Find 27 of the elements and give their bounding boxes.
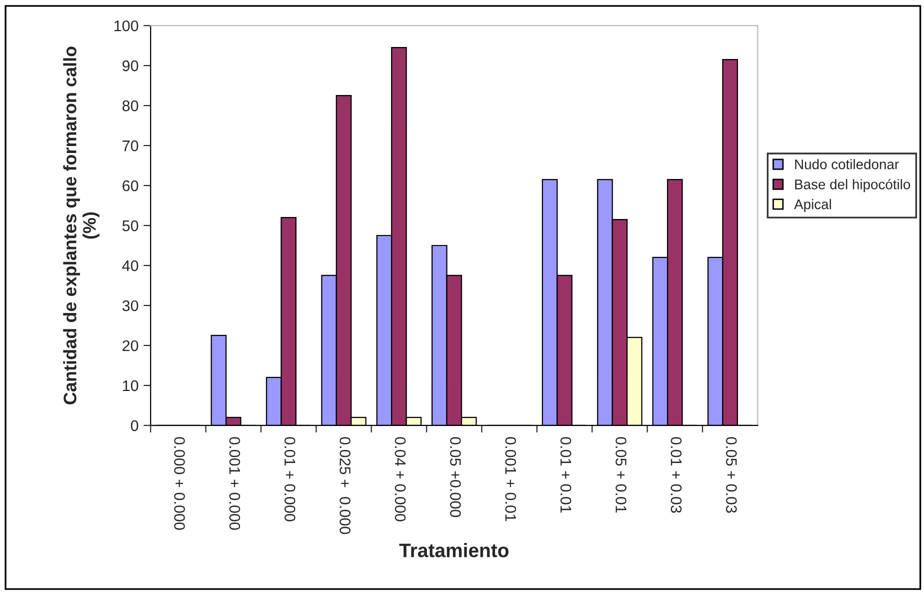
x-tick-label: 0.01 + 0.01 <box>560 437 572 513</box>
y-tick-label: 90 <box>122 60 138 72</box>
y-tick-label: 20 <box>122 340 138 352</box>
x-tick-label: 0.01 + 0.03 <box>670 437 682 513</box>
x-tick-label: 0.001 + 0.000 <box>229 437 240 530</box>
x-tick-label: 0.04 + 0.000 <box>394 437 406 522</box>
y-tick-label: 70 <box>122 140 138 152</box>
x-tick-label: 0.025 + 0.000 <box>340 437 350 534</box>
y-tick-label: 30 <box>122 300 138 312</box>
x-tick-label: 0.000 + 0.000 <box>174 437 185 530</box>
y-axis-title: Cantidad de explantes que formaron callo (%) <box>63 46 100 404</box>
y-tick-label: 80 <box>122 100 138 112</box>
x-tick-label: 0.01 + 0.000 <box>284 437 296 522</box>
y-tick-label: 100 <box>114 20 138 32</box>
x-tick-label: 0.001 + 0.01 <box>505 437 516 522</box>
legend-label: Nudo cotiledonar <box>795 159 899 170</box>
y-tick-label: 40 <box>122 260 138 272</box>
x-tick-label: 0.05 +0.000 <box>450 437 461 518</box>
x-tick-label: 0.05 + 0.01 <box>616 437 626 513</box>
y-tick-label: 50 <box>122 220 138 232</box>
y-tick-label: 60 <box>122 180 138 192</box>
x-tick-label: 0.05 + 0.03 <box>726 437 737 513</box>
legend-label: Base del hipocótilo <box>795 178 910 192</box>
y-tick-label: 0 <box>130 420 138 432</box>
x-axis-title: Tratamiento <box>399 542 508 558</box>
y-tick-label: 10 <box>122 380 138 392</box>
legend-label: Apical <box>794 199 831 212</box>
